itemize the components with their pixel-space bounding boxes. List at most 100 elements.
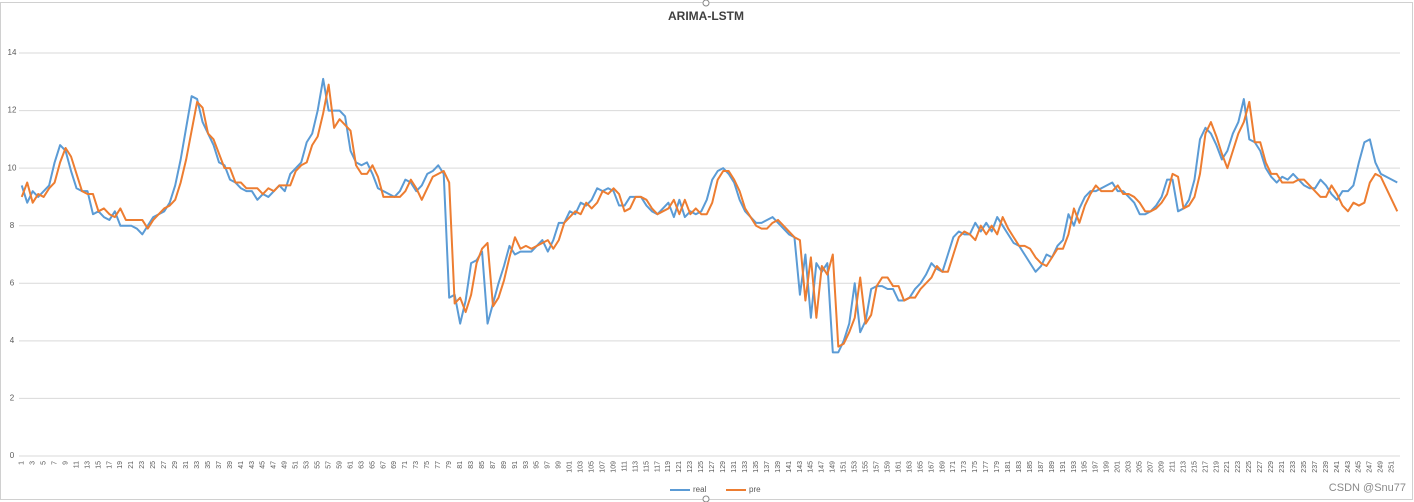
x-tick-label: 129 <box>720 461 727 473</box>
x-tick-label: 3 <box>30 461 37 465</box>
x-tick-label: 145 <box>808 461 815 473</box>
x-tick-label: 245 <box>1356 461 1363 473</box>
x-tick-label: 153 <box>852 461 859 473</box>
x-tick-label: 7 <box>51 461 58 465</box>
x-tick-label: 75 <box>424 461 431 469</box>
x-tick-label: 249 <box>1378 461 1385 473</box>
x-tick-label: 155 <box>863 461 870 473</box>
x-tick-label: 163 <box>906 461 913 473</box>
x-tick-label: 77 <box>435 461 442 469</box>
x-tick-label: 239 <box>1323 461 1330 473</box>
x-tick-label: 85 <box>479 461 486 469</box>
x-tick-label: 221 <box>1224 461 1231 473</box>
x-tick-label: 103 <box>578 461 585 473</box>
chart-title: ARIMA-LSTM <box>668 9 744 23</box>
x-tick-label: 113 <box>632 461 639 472</box>
x-tick-label: 213 <box>1180 461 1187 473</box>
x-tick-label: 237 <box>1312 461 1319 473</box>
x-tick-label: 233 <box>1290 461 1297 473</box>
x-tick-label: 71 <box>402 461 409 469</box>
x-tick-label: 205 <box>1137 461 1144 473</box>
x-tick-label: 11 <box>73 461 80 468</box>
x-tick-label: 193 <box>1071 461 1078 473</box>
x-tick-label: 65 <box>369 461 376 469</box>
watermark: CSDN @Snu77 <box>1329 482 1406 494</box>
x-tick-label: 207 <box>1147 461 1154 473</box>
handle <box>702 0 710 7</box>
x-tick-label: 91 <box>512 461 519 469</box>
x-tick-label: 31 <box>183 461 190 469</box>
x-tick-label: 21 <box>128 461 135 469</box>
legend-label: real <box>693 485 707 494</box>
x-tick-label: 161 <box>895 461 902 473</box>
x-tick-label: 67 <box>380 461 387 469</box>
y-tick-label: 8 <box>10 221 15 230</box>
x-tick-label: 89 <box>501 461 508 469</box>
x-tick-label: 37 <box>216 461 223 469</box>
x-tick-label: 59 <box>336 461 343 469</box>
x-tick-label: 179 <box>994 461 1001 473</box>
x-tick-label: 241 <box>1334 461 1341 473</box>
x-tick-label: 99 <box>556 461 563 469</box>
x-tick-label: 167 <box>928 461 935 473</box>
x-tick-label: 13 <box>84 461 91 469</box>
x-tick-label: 203 <box>1126 461 1133 473</box>
x-tick-label: 209 <box>1158 461 1165 473</box>
x-tick-label: 229 <box>1268 461 1275 473</box>
y-tick-label: 6 <box>10 278 15 287</box>
x-tick-label: 17 <box>106 461 113 469</box>
x-tick-label: 175 <box>972 461 979 473</box>
x-tick-label: 211 <box>1169 461 1176 472</box>
x-tick-label: 41 <box>238 461 245 469</box>
series-line <box>20 83 1399 348</box>
x-tick-label: 187 <box>1038 461 1045 473</box>
x-tick-label: 173 <box>961 461 968 473</box>
x-tick-label: 125 <box>698 461 705 473</box>
x-tick-label: 215 <box>1191 461 1198 473</box>
x-tick-label: 139 <box>775 461 782 473</box>
x-tick-label: 49 <box>282 461 289 469</box>
x-tick-label: 25 <box>150 461 157 469</box>
x-tick-label: 227 <box>1257 461 1264 473</box>
x-tick-label: 141 <box>786 461 793 473</box>
y-tick-label: 12 <box>8 106 17 115</box>
y-tick-label: 14 <box>8 48 17 57</box>
x-tick-label: 197 <box>1093 461 1100 473</box>
x-tick-label: 55 <box>315 461 322 469</box>
x-tick-label: 127 <box>709 461 716 473</box>
x-tick-label: 143 <box>797 461 804 473</box>
x-tick-label: 73 <box>413 461 420 469</box>
x-tick-label: 109 <box>610 461 617 473</box>
x-tick-label: 251 <box>1389 461 1396 473</box>
x-tick-label: 191 <box>1060 461 1067 473</box>
x-tick-label: 133 <box>742 461 749 473</box>
x-tick-label: 51 <box>293 461 300 469</box>
x-tick-label: 47 <box>271 461 278 469</box>
x-tick-label: 159 <box>884 461 891 473</box>
x-tick-label: 135 <box>753 461 760 473</box>
x-tick-label: 81 <box>457 461 464 469</box>
x-tick-label: 185 <box>1027 461 1034 473</box>
x-tick-label: 39 <box>227 461 234 469</box>
x-tick-label: 201 <box>1115 461 1122 473</box>
x-tick-label: 69 <box>391 461 398 469</box>
legend-label: pre <box>749 485 761 494</box>
x-tick-label: 43 <box>249 461 256 469</box>
x-tick-label: 63 <box>358 461 365 469</box>
x-tick-label: 181 <box>1005 461 1012 473</box>
x-tick-label: 29 <box>172 461 179 469</box>
x-tick-label: 35 <box>205 461 212 469</box>
x-tick-label: 247 <box>1367 461 1374 473</box>
x-tick-label: 101 <box>567 461 574 473</box>
x-tick-label: 231 <box>1279 461 1286 473</box>
x-tick-label: 1 <box>19 461 26 465</box>
x-tick-label: 19 <box>117 461 124 469</box>
x-tick-label: 177 <box>983 461 990 473</box>
x-tick-label: 171 <box>950 461 957 473</box>
x-tick-label: 45 <box>260 461 267 469</box>
x-tick-label: 235 <box>1301 461 1308 473</box>
x-tick-label: 111 <box>621 461 628 472</box>
x-tick-label: 169 <box>939 461 946 473</box>
